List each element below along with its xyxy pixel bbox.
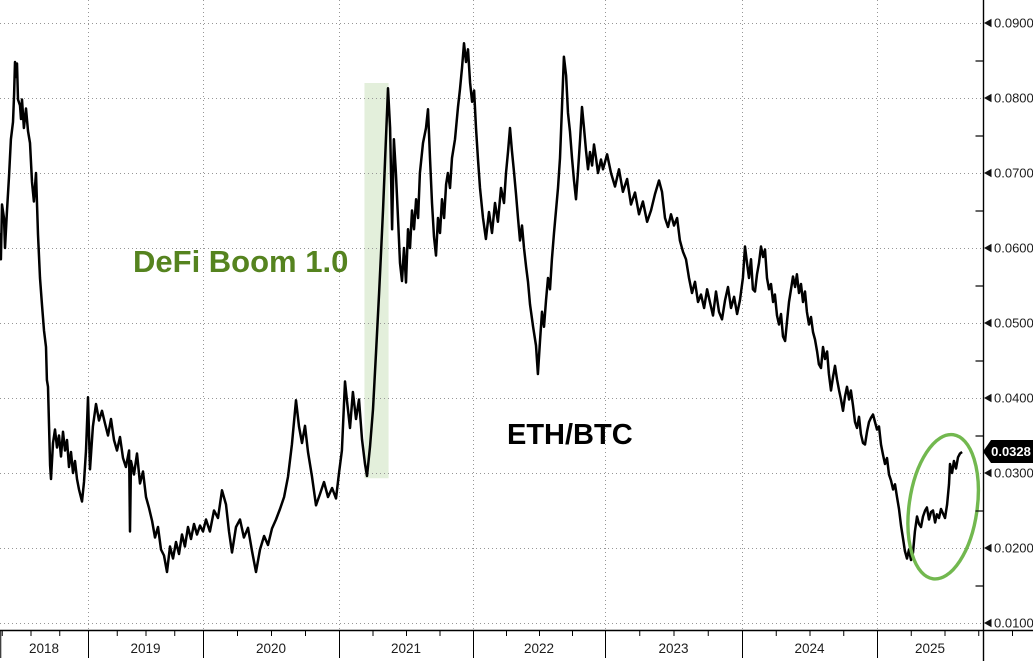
x-axis-label: 2018 xyxy=(29,641,59,656)
y-axis-label: 0.0100 xyxy=(994,616,1033,631)
year-dividers xyxy=(0,630,878,658)
y-axis-label: 0.0200 xyxy=(994,541,1033,556)
tick-arrow-icon xyxy=(984,18,992,28)
tick-arrow-icon xyxy=(984,618,992,628)
x-axis-label: 2021 xyxy=(391,641,421,656)
defi-boom-annotation: DeFi Boom 1.0 xyxy=(133,244,349,279)
last-price-tag: 0.0328 xyxy=(983,440,1033,463)
tick-arrow-icon xyxy=(984,318,992,328)
x-axis-label: 2019 xyxy=(130,641,160,656)
x-axis-label: 2023 xyxy=(658,641,688,656)
horizontal-gridlines xyxy=(0,23,983,624)
tick-arrow-icon xyxy=(984,93,992,103)
x-axis-label: 2022 xyxy=(524,641,554,656)
y-minor-ticks xyxy=(975,60,984,587)
eth-btc-price-line xyxy=(0,41,963,574)
y-axis-label: 0.0900 xyxy=(994,16,1033,31)
tick-arrow-icon xyxy=(984,243,992,253)
x-axis-label: 2025 xyxy=(915,641,945,656)
y-axis-label: 0.0500 xyxy=(994,316,1033,331)
x-axis-label: 2024 xyxy=(794,641,825,656)
pair-name-label: ETH/BTC xyxy=(507,419,633,451)
last-price-value: 0.0328 xyxy=(991,444,1031,459)
y-axis-label: 0.0600 xyxy=(994,241,1033,256)
x-axis-ticks xyxy=(1,630,1013,636)
y-axis-label: 0.0700 xyxy=(994,166,1033,181)
y-axis-labels: 0.0900 0.0800 0.0700 0.0600 0.0500 0.0400 0.03… xyxy=(984,16,1033,631)
x-axis-labels: 2018 2019 2020 2021 2022 2023 2024 2025 xyxy=(29,641,945,656)
y-axis-label: 0.0300 xyxy=(994,466,1033,481)
y-axis-label: 0.0400 xyxy=(994,391,1033,406)
low-circle-annotation xyxy=(906,432,981,581)
vertical-gridlines xyxy=(88,0,878,631)
tick-arrow-icon xyxy=(984,393,992,403)
tick-arrow-icon xyxy=(984,543,992,553)
y-axis-label: 0.0800 xyxy=(994,91,1033,106)
tick-arrow-icon xyxy=(984,168,992,178)
tick-arrow-icon xyxy=(984,468,992,478)
x-axis-label: 2020 xyxy=(256,641,286,656)
